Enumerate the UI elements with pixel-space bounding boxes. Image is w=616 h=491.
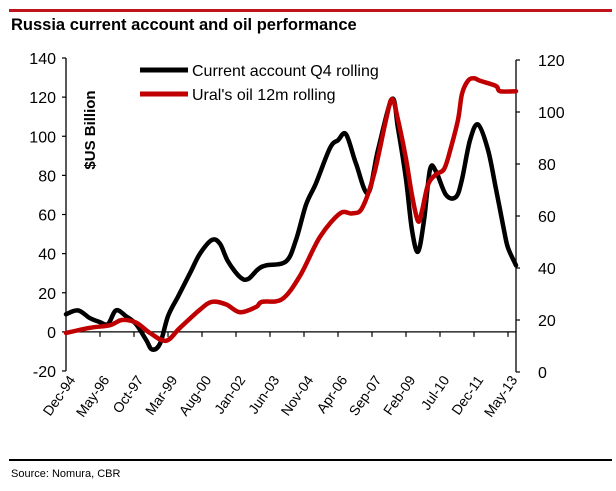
top-accent-rule (9, 9, 612, 12)
left-y-tick-label: 120 (29, 90, 56, 107)
x-tick-label: Nov-04 (277, 372, 316, 418)
left-y-tick-label: 100 (29, 129, 56, 146)
series-line-current-account (63, 96, 519, 352)
left-y-tick-label: -20 (33, 364, 56, 381)
legend: Current account Q4 rolling Ural's oil 12… (140, 63, 379, 104)
chart: 140120100806040200-20120100806040200Dec-… (29, 51, 565, 420)
series-line-urals-oil-points (66, 78, 516, 341)
legend-label-urals-oil: Ural's oil 12m rolling (192, 87, 336, 104)
right-y-tick-label: 80 (538, 157, 556, 174)
legend-label-current-account: Current account Q4 rolling (192, 63, 379, 80)
right-y-tick-label: 40 (538, 261, 556, 278)
series-line-urals-oil (63, 75, 519, 344)
x-tick-label: Jan-02 (211, 372, 249, 416)
x-tick-label: Mar-99 (142, 372, 181, 418)
right-y-tick-label: 20 (538, 313, 556, 330)
footer-rule (9, 459, 612, 461)
series-layer (63, 75, 519, 352)
x-tick-label: May-13 (481, 372, 521, 420)
x-tick-label: Sep-07 (345, 372, 384, 418)
x-tick-label: Jul-10 (417, 372, 452, 413)
x-tick-label: May-96 (73, 372, 113, 420)
x-tick-label: Aug-00 (175, 372, 214, 418)
left-y-tick-label: 20 (38, 286, 56, 303)
left-y-tick-label: 40 (38, 247, 56, 264)
right-y-tick-label: 120 (538, 53, 565, 70)
right-y-tick-label: 100 (538, 105, 565, 122)
source-note: Source: Nomura, CBR (11, 468, 121, 480)
left-y-tick-label: 60 (38, 208, 56, 225)
x-tick-label: Oct-97 (109, 372, 146, 416)
right-y-tick-label: 0 (538, 365, 547, 382)
left-y-tick-label: 140 (29, 51, 56, 68)
left-y-tick-label: 80 (38, 168, 56, 185)
left-y-tick-label: 0 (47, 325, 56, 342)
x-tick-label: Feb-09 (380, 372, 419, 418)
series-line-current-account-points (66, 99, 516, 350)
y-axis-label: $US Billion (82, 90, 99, 169)
right-y-tick-label: 60 (538, 209, 556, 226)
chart-title: Russia current account and oil performan… (11, 16, 357, 34)
